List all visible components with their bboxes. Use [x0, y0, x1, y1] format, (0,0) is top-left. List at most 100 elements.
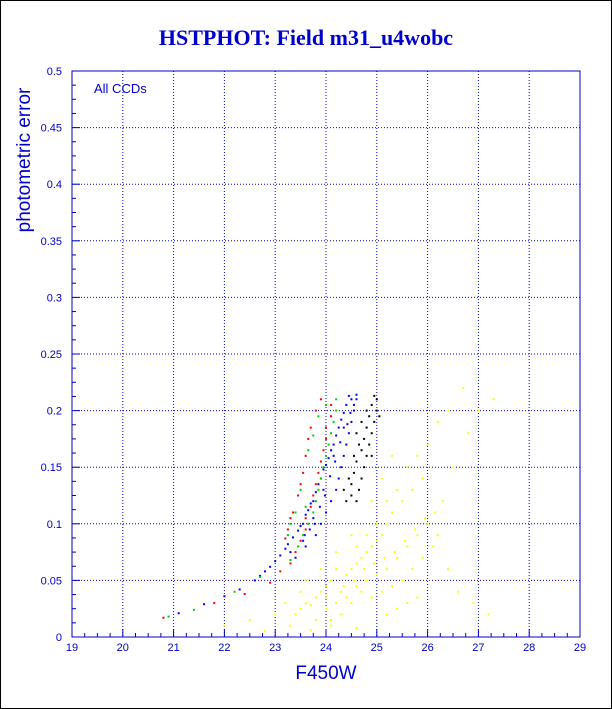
y-tick-label: 0.15 — [41, 462, 62, 474]
scatter-point — [365, 579, 368, 582]
scatter-point — [302, 539, 305, 542]
scatter-point — [396, 488, 399, 491]
scatter-point — [406, 466, 409, 469]
scatter-point — [307, 449, 310, 452]
y-axis-label: photometric error — [14, 87, 35, 232]
scatter-point — [401, 500, 404, 503]
scatter-point — [299, 539, 302, 542]
y-tick-label: 0.4 — [47, 179, 62, 191]
y-tick-label: 0.3 — [47, 292, 62, 304]
x-axis-label: F450W — [295, 663, 356, 684]
scatter-point — [370, 596, 373, 599]
scatter-point — [309, 505, 312, 508]
scatter-point — [385, 500, 388, 503]
scatter-point — [345, 443, 348, 446]
scatter-point — [352, 409, 355, 412]
grid-lines — [71, 70, 581, 638]
scatter-point — [289, 562, 292, 565]
y-tick-label: 0.05 — [41, 575, 62, 587]
scatter-point — [436, 534, 439, 537]
scatter-point — [373, 562, 376, 565]
scatter-point — [457, 590, 460, 593]
scatter-point — [317, 483, 320, 486]
scatter-point — [312, 517, 315, 520]
scatter-point — [363, 466, 366, 469]
scatter-point — [424, 517, 427, 520]
scatter-point — [258, 574, 261, 577]
scatter-point — [299, 607, 302, 610]
scatter-point — [274, 613, 277, 616]
scatter-point — [312, 500, 315, 503]
scatter-point — [477, 409, 480, 412]
scatter-point — [370, 403, 373, 406]
scatter-point — [264, 570, 267, 573]
scatter-point — [309, 604, 312, 607]
y-tick-label: 0.35 — [41, 236, 62, 248]
scatter-point — [258, 576, 261, 579]
y-tick-label: 0.1 — [47, 519, 62, 531]
scatter-point — [304, 513, 307, 516]
scatter-point — [406, 602, 409, 605]
scatter-point — [299, 488, 302, 491]
scatter-point — [340, 613, 343, 616]
scatter-point — [307, 522, 310, 525]
scatter-point — [279, 570, 282, 573]
scatter-point — [340, 418, 343, 421]
scatter-point — [307, 437, 310, 440]
scatter-point — [391, 511, 394, 514]
scatter-point — [350, 420, 353, 423]
scatter-point — [253, 579, 256, 582]
scatter-point — [319, 522, 322, 525]
scatter-point — [319, 477, 322, 480]
scatter-point — [385, 522, 388, 525]
scatter-point — [352, 471, 355, 474]
scatter-point — [342, 488, 345, 491]
scatter-point — [325, 463, 327, 466]
scatter-point — [322, 466, 325, 469]
scatter-point — [167, 615, 170, 618]
scatter-point — [327, 443, 330, 446]
scatter-point — [332, 443, 335, 446]
scatter-point — [411, 488, 414, 491]
scatter-point — [403, 539, 406, 542]
scatter-point — [380, 590, 383, 593]
scatter-point — [329, 475, 332, 478]
scatter-point — [350, 534, 353, 537]
scatter-point — [299, 483, 302, 486]
scatter-point — [274, 560, 277, 563]
scatter-point — [421, 477, 424, 480]
scatter-point — [335, 488, 338, 491]
x-tick-label: 27 — [472, 642, 484, 654]
scatter-point — [312, 494, 315, 497]
scatter-point — [291, 536, 294, 539]
scatter-point — [383, 556, 386, 559]
x-tick-label: 23 — [269, 642, 281, 654]
scatter-point — [347, 394, 350, 397]
scatter-point — [319, 460, 322, 463]
scatter-point — [426, 443, 429, 446]
scatter-point — [416, 596, 419, 599]
scatter-point — [289, 517, 292, 520]
scatter-point — [314, 534, 317, 537]
scatter-point — [325, 437, 327, 440]
scatter-point — [325, 454, 327, 457]
scatter-point — [401, 579, 404, 582]
scatter-point — [309, 426, 312, 429]
scatter-point — [360, 477, 363, 480]
scatter-point — [299, 590, 302, 593]
scatter-point — [370, 432, 373, 435]
scatter-point — [297, 545, 300, 548]
scatter-point — [347, 477, 350, 480]
scatter-point — [335, 568, 338, 571]
scatter-point — [314, 483, 317, 486]
scatter-point — [294, 551, 297, 554]
scatter-point — [355, 460, 358, 463]
scatter-point — [349, 411, 352, 414]
scatter-point — [203, 603, 206, 606]
scatter-point — [416, 454, 419, 457]
scatter-point — [319, 568, 322, 571]
scatter-point — [309, 629, 312, 632]
scatter-point — [345, 403, 348, 406]
scatter-point — [355, 432, 358, 435]
scatter-point — [223, 595, 226, 598]
